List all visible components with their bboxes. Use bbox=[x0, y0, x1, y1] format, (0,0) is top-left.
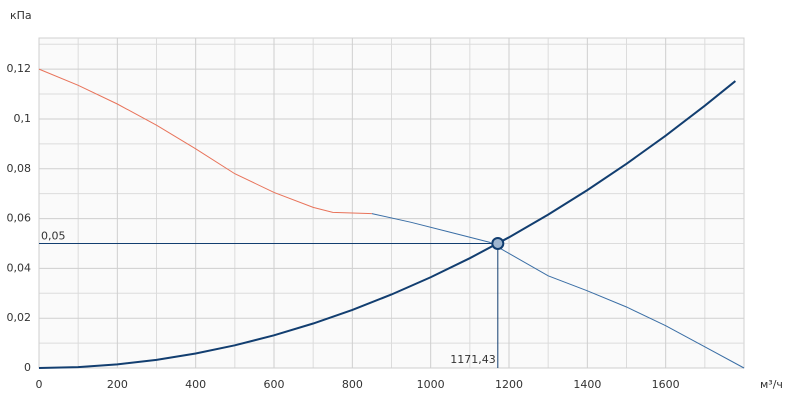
curve bbox=[371, 213, 745, 369]
x-tick-label: 400 bbox=[185, 378, 206, 391]
x-tick-label: 600 bbox=[264, 378, 285, 391]
curve bbox=[38, 68, 372, 215]
x-tick-label: 1000 bbox=[417, 378, 445, 391]
x-tick-label: 200 bbox=[107, 378, 128, 391]
x-tick-label: 1400 bbox=[573, 378, 601, 391]
y-tick-label: 0,12 bbox=[7, 62, 32, 75]
y-tick-label: 0,02 bbox=[7, 311, 32, 324]
x-tick-label: 800 bbox=[342, 378, 363, 391]
x-tick-label: 1600 bbox=[652, 378, 680, 391]
x-tick-label: 0 bbox=[36, 378, 43, 391]
y-axis-label: кПа bbox=[10, 9, 32, 22]
x-axis-label: м³/ч bbox=[760, 378, 783, 391]
x-annotation: 1171,43 bbox=[450, 353, 496, 366]
y-tick-label: 0,04 bbox=[7, 261, 32, 274]
y-tick-label: 0,06 bbox=[7, 212, 32, 225]
x-tick-label: 1200 bbox=[495, 378, 523, 391]
curve bbox=[38, 80, 737, 369]
y-tick-label: 0,1 bbox=[14, 112, 32, 125]
y-tick-label: 0,08 bbox=[7, 162, 32, 175]
y-annotation: 0,05 bbox=[41, 229, 66, 242]
y-tick-label: 0 bbox=[24, 361, 31, 374]
operating-point bbox=[491, 236, 505, 250]
